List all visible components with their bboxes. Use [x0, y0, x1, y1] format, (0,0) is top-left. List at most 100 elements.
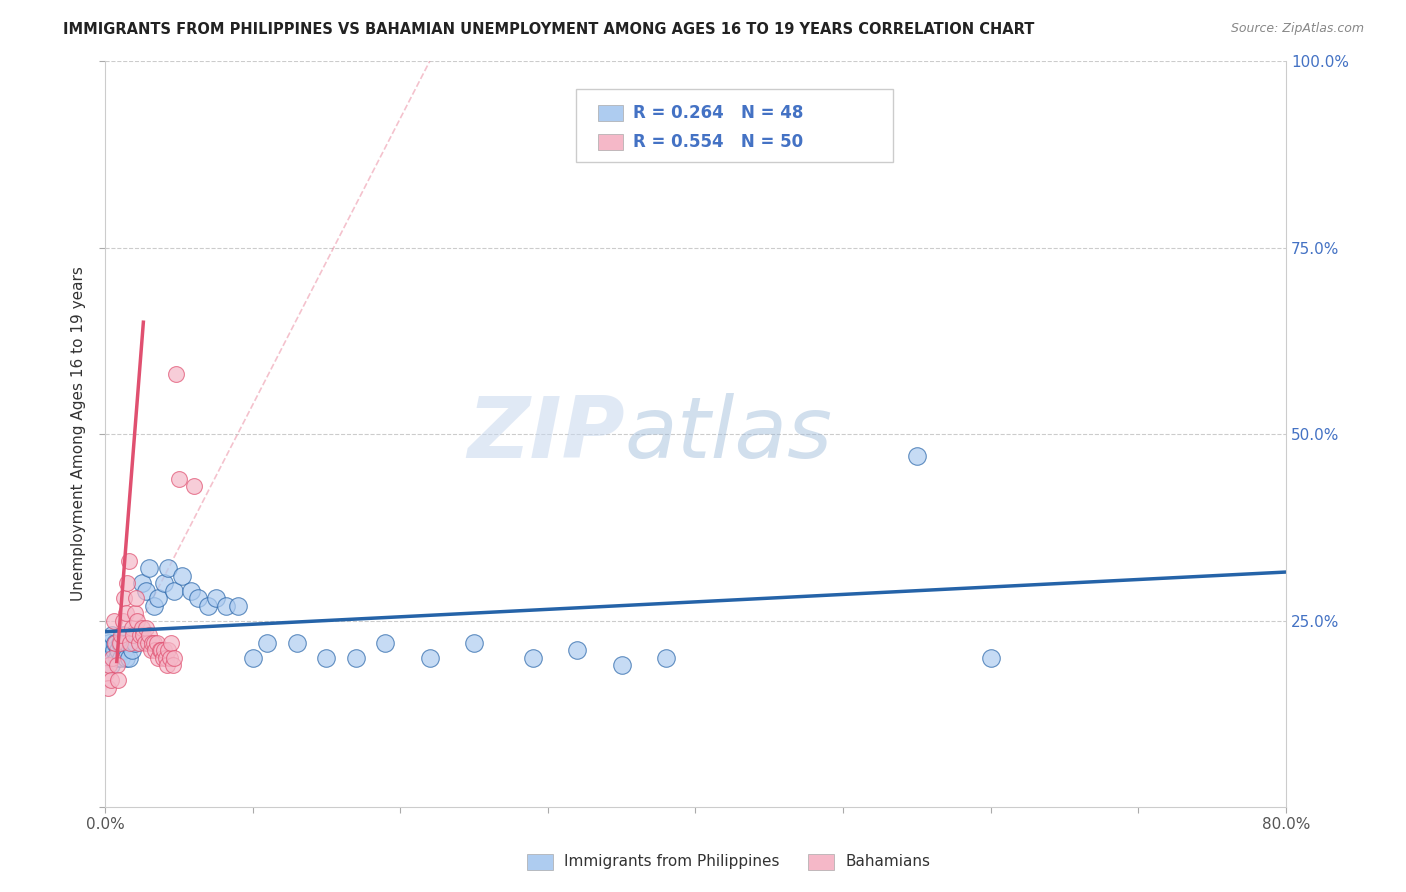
Point [105, 650, 128, 665]
Point [145, 636, 167, 650]
Point [150, 643, 173, 657]
Text: IMMIGRANTS FROM PHILIPPINES VS BAHAMIAN UNEMPLOYMENT AMONG AGES 16 TO 19 YEARS C: IMMIGRANTS FROM PHILIPPINES VS BAHAMIAN … [63, 22, 1035, 37]
Point [155, 650, 177, 665]
Point [117, 650, 139, 665]
Point [121, 621, 143, 635]
Point [111, 628, 134, 642]
Point [101, 650, 124, 665]
Point [104, 636, 127, 650]
Point [522, 650, 544, 665]
Point [160, 636, 183, 650]
Point [108, 636, 131, 650]
Point [204, 591, 226, 606]
Point [114, 650, 136, 665]
Point [131, 621, 153, 635]
Point [115, 636, 138, 650]
Text: Immigrants from Philippines: Immigrants from Philippines [564, 855, 779, 869]
Point [127, 614, 149, 628]
Point [105, 658, 128, 673]
Point [134, 636, 156, 650]
Point [125, 591, 148, 606]
Point [139, 643, 162, 657]
Point [141, 636, 163, 650]
Point [98, 658, 121, 673]
Point [226, 599, 249, 613]
Point [108, 636, 131, 650]
Point [419, 650, 441, 665]
Point [149, 643, 172, 657]
Point [115, 576, 138, 591]
Point [135, 621, 157, 635]
Point [163, 650, 186, 665]
Point [215, 599, 238, 613]
Point [152, 650, 174, 665]
Point [142, 636, 165, 650]
Point [374, 636, 396, 650]
Point [163, 583, 186, 598]
Point [96, 665, 118, 680]
Point [96, 643, 118, 657]
Point [104, 636, 127, 650]
Point [187, 591, 209, 606]
Text: Source: ZipAtlas.com: Source: ZipAtlas.com [1230, 22, 1364, 36]
Y-axis label: Unemployment Among Ages 16 to 19 years: Unemployment Among Ages 16 to 19 years [72, 267, 86, 601]
Point [655, 650, 678, 665]
Point [167, 472, 190, 486]
Point [153, 576, 176, 591]
Point [110, 650, 132, 665]
Point [101, 628, 124, 642]
Point [132, 628, 155, 642]
Point [197, 599, 219, 613]
Point [110, 628, 132, 642]
Text: Bahamians: Bahamians [845, 855, 929, 869]
Point [153, 643, 176, 657]
Point [285, 636, 308, 650]
Point [121, 643, 143, 657]
Point [100, 673, 122, 688]
Point [120, 636, 142, 650]
Point [146, 591, 169, 606]
Point [142, 599, 165, 613]
Point [138, 561, 160, 575]
Point [180, 583, 202, 598]
Point [183, 479, 205, 493]
Text: R = 0.554   N = 50: R = 0.554 N = 50 [633, 133, 803, 151]
Point [980, 650, 1002, 665]
Point [97, 650, 120, 665]
Point [117, 554, 139, 568]
Point [112, 591, 135, 606]
Point [344, 650, 367, 665]
Point [135, 583, 157, 598]
Point [112, 643, 135, 657]
Point [103, 643, 125, 657]
Text: ZIP: ZIP [467, 392, 624, 475]
Point [127, 628, 149, 642]
Point [128, 636, 150, 650]
Text: R = 0.264   N = 48: R = 0.264 N = 48 [633, 104, 803, 122]
Point [124, 636, 146, 650]
Point [256, 636, 278, 650]
Point [143, 643, 166, 657]
Point [136, 636, 159, 650]
Point [162, 658, 184, 673]
Point [242, 650, 264, 665]
Point [138, 628, 160, 642]
Point [98, 636, 121, 650]
Point [170, 568, 193, 582]
Text: atlas: atlas [624, 392, 832, 475]
Point [107, 643, 129, 657]
Point [131, 576, 153, 591]
Point [122, 628, 145, 642]
Point [159, 650, 181, 665]
Point [114, 606, 136, 620]
Point [315, 650, 337, 665]
Point [567, 643, 589, 657]
Point [111, 614, 134, 628]
Point [157, 561, 180, 575]
Point [905, 450, 928, 464]
Point [100, 658, 122, 673]
Point [165, 368, 187, 382]
Point [107, 673, 129, 688]
Point [129, 628, 152, 642]
Point [157, 643, 180, 657]
